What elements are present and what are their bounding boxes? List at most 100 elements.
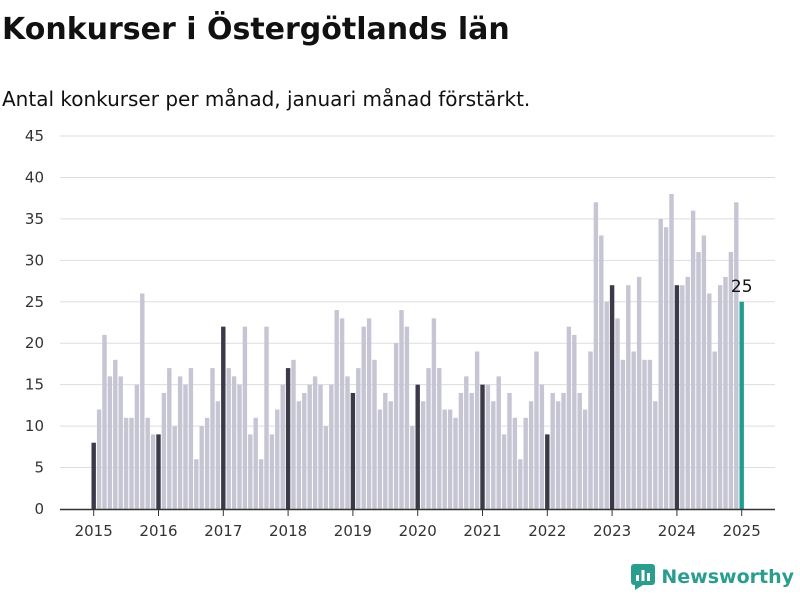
bar — [312, 376, 318, 509]
x-tick-label: 2025 — [723, 522, 761, 540]
bar — [366, 318, 372, 509]
bar — [474, 351, 480, 509]
bar — [350, 392, 356, 509]
x-tick-label: 2024 — [658, 522, 696, 540]
bar — [91, 442, 96, 509]
bar — [728, 252, 734, 510]
bar — [107, 376, 113, 509]
bar — [717, 285, 723, 509]
y-axis-ticks: 0 5 10 15 20 25 30 35 40 45 — [25, 127, 44, 518]
x-tick-label: 2019 — [334, 522, 372, 540]
bar — [194, 459, 199, 509]
bar — [566, 326, 572, 509]
bar — [653, 401, 658, 509]
bar — [680, 285, 685, 509]
x-tick-label: 2017 — [204, 522, 242, 540]
bar — [183, 384, 188, 509]
y-tick-label: 5 — [34, 459, 44, 477]
bar — [523, 417, 528, 509]
bar — [734, 202, 739, 510]
bar — [318, 384, 323, 509]
bar — [447, 409, 453, 509]
bar — [275, 409, 280, 509]
bar — [501, 434, 507, 509]
bars — [91, 194, 744, 510]
bar — [604, 301, 609, 509]
bar — [339, 318, 345, 509]
bar — [210, 368, 215, 509]
bar — [615, 318, 620, 509]
bar — [334, 310, 339, 509]
bar — [393, 343, 399, 509]
bar — [323, 426, 329, 509]
bar — [285, 368, 291, 509]
y-tick-label: 20 — [25, 334, 44, 352]
x-tick-label: 2015 — [75, 522, 113, 540]
bar — [723, 276, 728, 509]
bar — [204, 417, 210, 509]
y-tick-label: 45 — [25, 127, 44, 145]
bar — [555, 401, 561, 509]
x-tick-label: 2016 — [139, 522, 177, 540]
bar — [545, 434, 550, 509]
chart-title: Konkurser i Östergötlands län — [2, 12, 510, 47]
y-tick-label: 25 — [25, 293, 44, 311]
data-labels: 25 — [731, 277, 753, 297]
bar — [96, 409, 102, 509]
bar — [658, 218, 663, 509]
bar — [280, 384, 285, 509]
bar — [264, 326, 269, 509]
bar — [572, 334, 577, 509]
bar — [420, 401, 426, 509]
bar — [712, 351, 717, 509]
y-tick-label: 35 — [25, 210, 44, 228]
bar — [550, 392, 555, 509]
bar — [582, 409, 588, 509]
chart-subtitle: Antal konkurser per månad, januari månad… — [2, 87, 531, 111]
x-tick-label: 2018 — [269, 522, 307, 540]
bar — [134, 384, 140, 509]
x-tick-label: 2020 — [399, 522, 437, 540]
bar — [663, 227, 669, 509]
x-tick-label: 2022 — [528, 522, 566, 540]
bar — [620, 359, 626, 509]
bar — [636, 276, 642, 509]
bar — [253, 417, 258, 509]
bar — [512, 417, 518, 509]
bar — [296, 401, 302, 509]
bar — [242, 326, 248, 509]
bar — [113, 359, 118, 509]
bar — [642, 359, 647, 509]
bar — [388, 401, 393, 509]
bar — [599, 235, 604, 509]
newsworthy-logo-text: Newsworthy — [661, 566, 794, 588]
bar — [269, 434, 275, 509]
bar — [226, 368, 231, 509]
bar — [485, 384, 491, 509]
bar — [491, 401, 496, 509]
bar — [237, 384, 242, 509]
bar — [426, 368, 431, 509]
bar — [561, 392, 566, 509]
bar — [361, 326, 366, 509]
y-tick-label: 10 — [25, 417, 44, 435]
bar — [674, 285, 680, 509]
bar — [118, 376, 123, 509]
bar — [647, 359, 653, 509]
bar — [188, 368, 194, 509]
bar — [199, 426, 204, 509]
bar — [626, 285, 631, 509]
bar — [345, 376, 350, 509]
bar — [291, 359, 296, 509]
bar — [609, 285, 615, 509]
newsworthy-logo-icon — [631, 564, 656, 590]
bar — [577, 392, 582, 509]
bar — [442, 409, 447, 509]
bar — [372, 359, 377, 509]
bar — [739, 301, 744, 509]
bar — [707, 293, 712, 509]
bar — [464, 376, 469, 509]
bar — [129, 417, 134, 509]
y-tick-label: 30 — [25, 251, 44, 269]
bar — [701, 235, 707, 509]
